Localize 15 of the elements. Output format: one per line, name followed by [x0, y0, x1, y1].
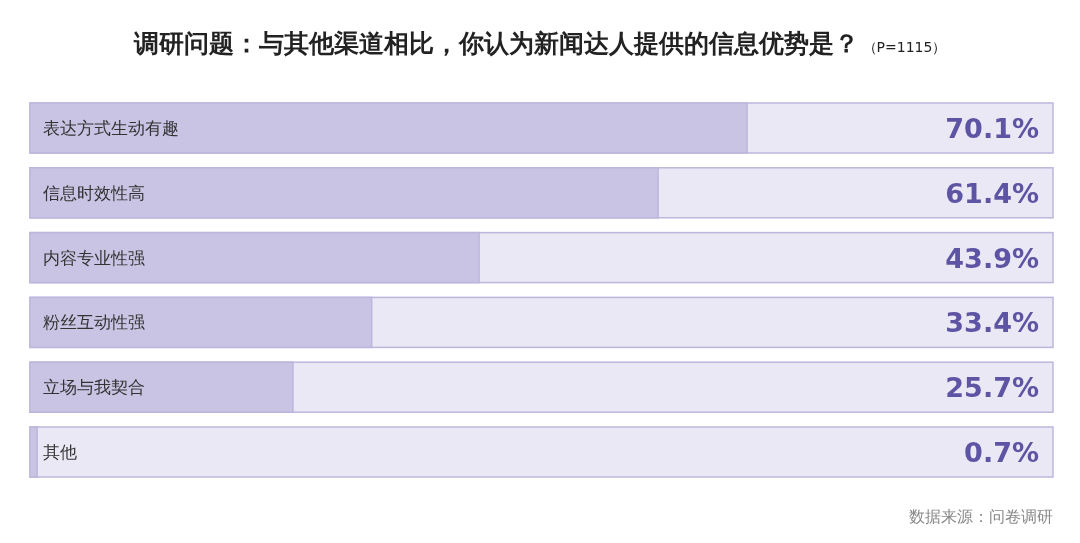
- data-label: 25.7%: [945, 372, 1039, 404]
- data-label: 33.4%: [945, 307, 1039, 339]
- chart-subtitle: （P=1115）: [862, 39, 947, 55]
- y-tick-label: 粉丝互动性强: [43, 312, 145, 333]
- chart-title: 调研问题：与其他渠道相比，你认为新闻达人提供的信息优势是？: [132, 29, 859, 58]
- y-tick-label: 信息时效性高: [43, 182, 145, 203]
- data-label: 70.1%: [945, 113, 1039, 144]
- y-tick-label: 其他: [43, 442, 77, 462]
- source-note: 数据来源：问卷调研: [909, 507, 1053, 526]
- y-tick-label: 表达方式生动有趣: [43, 118, 179, 138]
- y-tick-label: 内容专业性强: [43, 247, 145, 268]
- data-label: 43.9%: [945, 242, 1039, 274]
- data-label: 0.7%: [964, 437, 1039, 468]
- data-label: 61.4%: [945, 177, 1039, 209]
- y-tick-label: 立场与我契合: [43, 377, 145, 398]
